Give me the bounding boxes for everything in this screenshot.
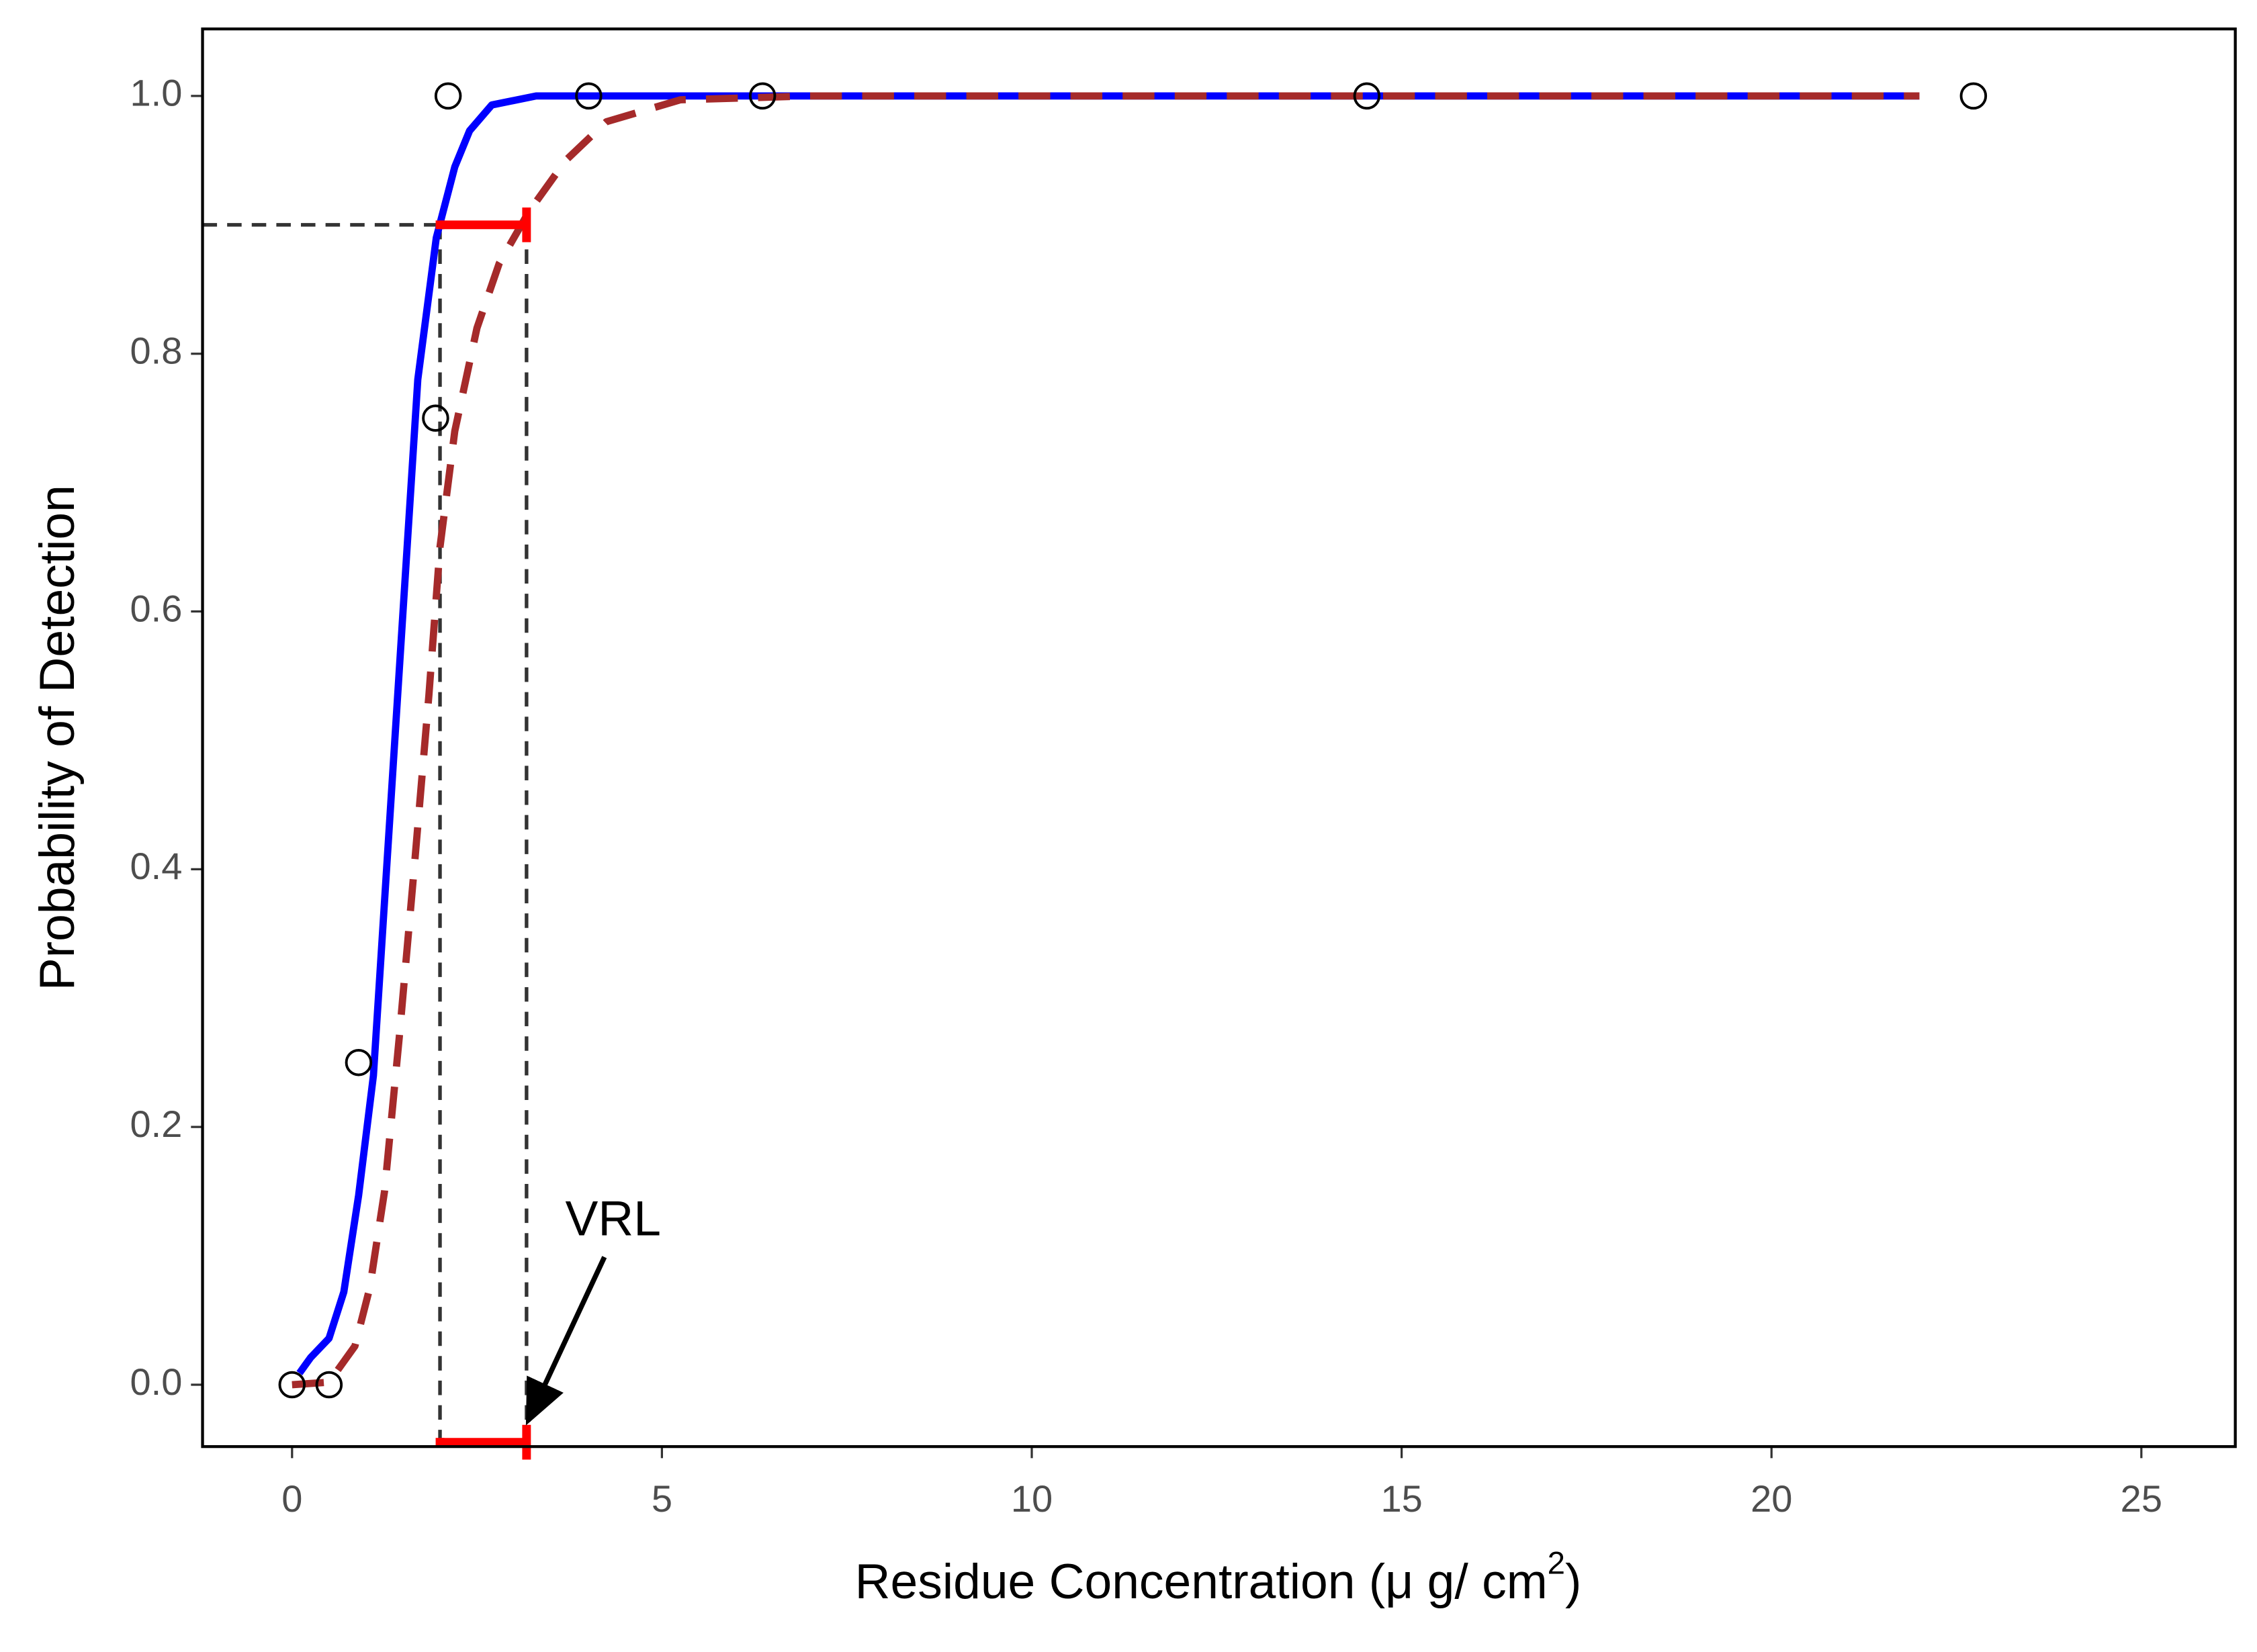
data-point xyxy=(345,1048,373,1076)
data-point xyxy=(315,1371,343,1399)
x-axis-title-sup: 2 xyxy=(1548,1545,1565,1581)
y-axis-title: Probability of Detection xyxy=(30,485,85,991)
x-tick-label: 10 xyxy=(1011,1477,1053,1520)
data-point xyxy=(1959,82,1988,110)
data-point xyxy=(1353,82,1381,110)
y-tick-label: 0.8 xyxy=(130,329,183,371)
plot-border xyxy=(201,27,2237,1449)
y-tick-label: 0.2 xyxy=(130,1103,183,1145)
x-tick-label: 0 xyxy=(281,1477,302,1520)
y-tick-label: 0.6 xyxy=(130,587,183,629)
x-tick-label: 25 xyxy=(2121,1477,2162,1520)
data-point xyxy=(422,404,449,432)
curve xyxy=(292,92,1920,1389)
x-axis-title-main: Residue Concentration (μ g/ cm xyxy=(855,1554,1548,1609)
annotation-arrow xyxy=(525,1256,607,1426)
x-axis-title-tail: ) xyxy=(1565,1554,1581,1609)
data-point xyxy=(434,82,462,110)
y-tick-label: 1.0 xyxy=(130,72,183,114)
data-point xyxy=(278,1371,306,1399)
x-tick-label: 15 xyxy=(1380,1477,1422,1520)
x-axis-title: Residue Concentration (μ g/ cm2) xyxy=(855,1545,1582,1609)
x-tick-label: 5 xyxy=(652,1477,672,1520)
x-tick-label: 20 xyxy=(1751,1477,1792,1520)
y-tick-label: 0.0 xyxy=(130,1361,183,1403)
curve xyxy=(296,92,1920,1375)
data-point xyxy=(748,82,777,110)
annotation-label: VRL xyxy=(566,1191,661,1246)
y-tick-label: 0.4 xyxy=(130,845,183,887)
data-point xyxy=(575,82,603,110)
